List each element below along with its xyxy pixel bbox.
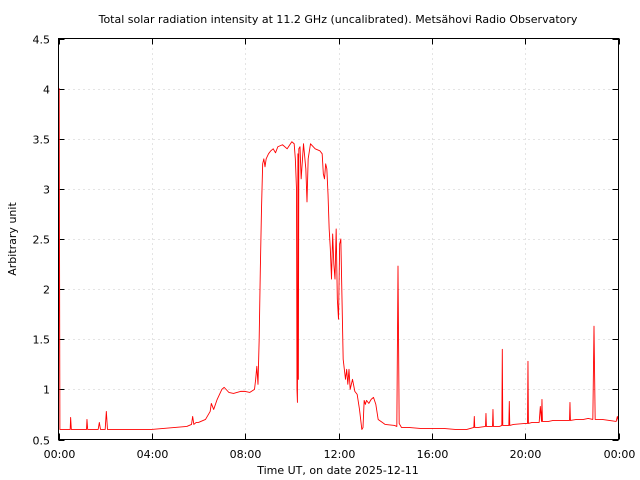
- y-tick-label: 3.5: [33, 134, 51, 147]
- y-axis-title: Arbitrary unit: [6, 202, 19, 276]
- plot-frame: [58, 38, 619, 440]
- y-tick-label: 4: [43, 84, 50, 97]
- x-axis-title: Time UT, on date 2025-12-11: [256, 464, 419, 477]
- x-tick-label: 00:00: [604, 448, 636, 461]
- y-tick-label: 1: [43, 384, 50, 397]
- tick-labels: 00:00 04:00 08:00 12:00 16:00 20:00 00:000.511…: [33, 34, 636, 462]
- chart-title: Total solar radiation intensity at 11.2 …: [98, 13, 578, 26]
- y-tick-label: 0.5: [33, 435, 51, 448]
- y-tick-label: 4.5: [33, 34, 51, 47]
- y-tick-label: 1.5: [33, 334, 51, 347]
- plot-area: [58, 88, 619, 430]
- y-tick-label: 2: [43, 284, 50, 297]
- x-tick-label: 16:00: [417, 448, 449, 461]
- x-tick-label: 12:00: [324, 448, 356, 461]
- x-tick-label: 08:00: [230, 448, 262, 461]
- axis-ticks: [58, 38, 620, 441]
- y-tick-label: 3: [43, 184, 50, 197]
- x-tick-label: 04:00: [137, 448, 169, 461]
- intensity-series-line: [58, 88, 619, 430]
- x-tick-label: 20:00: [510, 448, 542, 461]
- grid-lines: [58, 38, 619, 440]
- y-tick-label: 2.5: [33, 234, 51, 247]
- x-tick-label: 00:00: [44, 448, 76, 461]
